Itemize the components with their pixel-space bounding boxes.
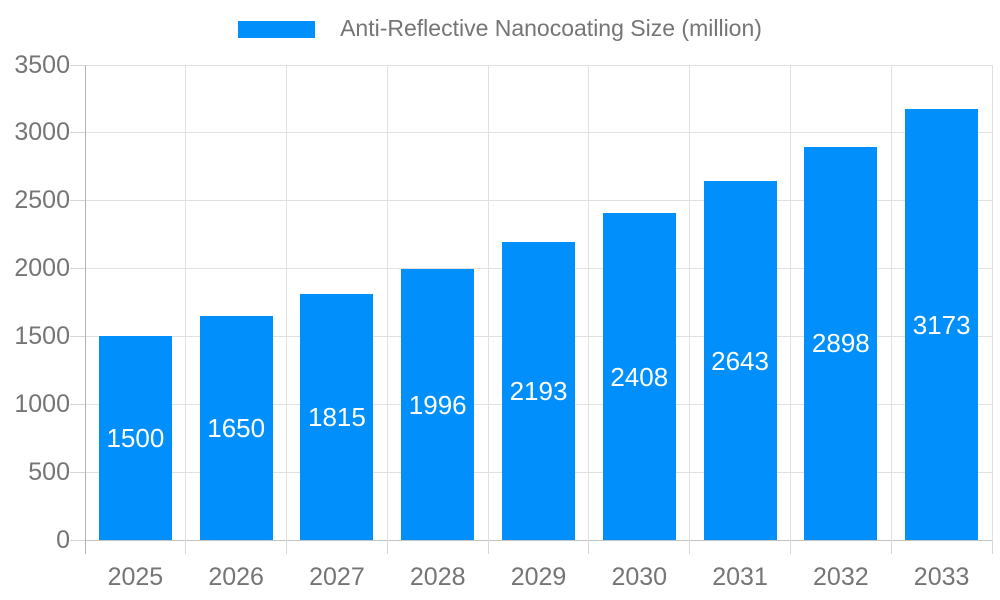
x-axis-label: 2033 bbox=[913, 563, 970, 591]
bar: 3173 bbox=[905, 109, 979, 540]
y-axis-tick bbox=[70, 539, 85, 541]
bar: 2643 bbox=[703, 181, 777, 540]
y-axis-label: 2500 bbox=[14, 186, 70, 215]
y-axis-tick bbox=[70, 471, 85, 473]
bar: 1815 bbox=[300, 293, 374, 540]
x-axis-tick bbox=[386, 540, 388, 554]
x-axis-tick bbox=[588, 540, 590, 554]
x-axis-tick bbox=[689, 540, 691, 554]
legend-item[interactable]: Anti-Reflective Nanocoating Size (millio… bbox=[0, 12, 1000, 46]
x-gridline bbox=[890, 65, 892, 540]
y-axis-tick bbox=[70, 200, 85, 202]
x-axis-label: 2027 bbox=[309, 563, 365, 591]
bar-value-label: 2193 bbox=[509, 376, 568, 407]
bar-value-label: 2643 bbox=[711, 345, 769, 376]
x-gridline bbox=[386, 65, 388, 540]
x-axis-label: 2029 bbox=[510, 563, 567, 591]
y-axis-tick bbox=[70, 64, 85, 66]
y-gridline bbox=[85, 200, 992, 202]
y-gridline bbox=[85, 539, 992, 541]
x-axis-label: 2031 bbox=[712, 563, 768, 591]
y-axis-label: 1000 bbox=[14, 389, 70, 418]
x-axis-tick bbox=[487, 540, 489, 554]
bar: 2193 bbox=[502, 242, 575, 540]
bar-value-label: 1996 bbox=[408, 389, 467, 420]
bar-value-label: 1500 bbox=[106, 423, 165, 454]
bar-value-label: 1650 bbox=[207, 413, 266, 444]
bar: 2408 bbox=[602, 213, 676, 540]
bar: 1996 bbox=[401, 269, 475, 540]
y-axis-line bbox=[84, 65, 86, 554]
legend-swatch-icon bbox=[238, 20, 316, 38]
y-gridline bbox=[85, 132, 992, 134]
y-axis-label: 3500 bbox=[14, 50, 70, 79]
x-gridline bbox=[487, 65, 489, 540]
x-axis-tick bbox=[890, 540, 892, 554]
y-axis-label: 2000 bbox=[14, 254, 70, 283]
x-gridline bbox=[286, 65, 288, 540]
bar-value-label: 2898 bbox=[811, 328, 870, 359]
bar-value-label: 2408 bbox=[610, 361, 669, 392]
x-axis-tick bbox=[286, 540, 288, 554]
y-axis-tick bbox=[70, 335, 85, 337]
x-axis-tick bbox=[789, 540, 791, 554]
y-gridline bbox=[85, 64, 992, 66]
x-gridline bbox=[991, 65, 993, 540]
x-axis-label: 2030 bbox=[611, 563, 668, 591]
x-gridline bbox=[185, 65, 187, 540]
x-axis-label: 2026 bbox=[208, 563, 264, 591]
y-axis-tick bbox=[70, 403, 85, 405]
x-gridline bbox=[689, 65, 691, 540]
bar: 1500 bbox=[98, 336, 172, 540]
x-axis-tick bbox=[185, 540, 187, 554]
bar-value-label: 3173 bbox=[912, 309, 971, 340]
x-gridline bbox=[789, 65, 791, 540]
y-axis-label: 500 bbox=[28, 457, 70, 486]
y-axis-tick bbox=[70, 268, 85, 270]
x-axis-label: 2025 bbox=[107, 563, 164, 591]
x-axis-tick bbox=[991, 540, 993, 554]
x-axis-label: 2028 bbox=[409, 563, 466, 591]
y-axis-tick bbox=[70, 132, 85, 134]
x-axis-label: 2032 bbox=[813, 563, 869, 591]
y-axis-label: 0 bbox=[56, 525, 70, 554]
bar: 2898 bbox=[804, 146, 878, 540]
x-gridline bbox=[588, 65, 590, 540]
y-axis-label: 3000 bbox=[14, 118, 70, 147]
y-axis-label: 1500 bbox=[14, 321, 70, 350]
legend-label: Anti-Reflective Nanocoating Size (millio… bbox=[340, 15, 762, 42]
bar-value-label: 1815 bbox=[308, 401, 366, 432]
bar: 1650 bbox=[199, 316, 273, 540]
